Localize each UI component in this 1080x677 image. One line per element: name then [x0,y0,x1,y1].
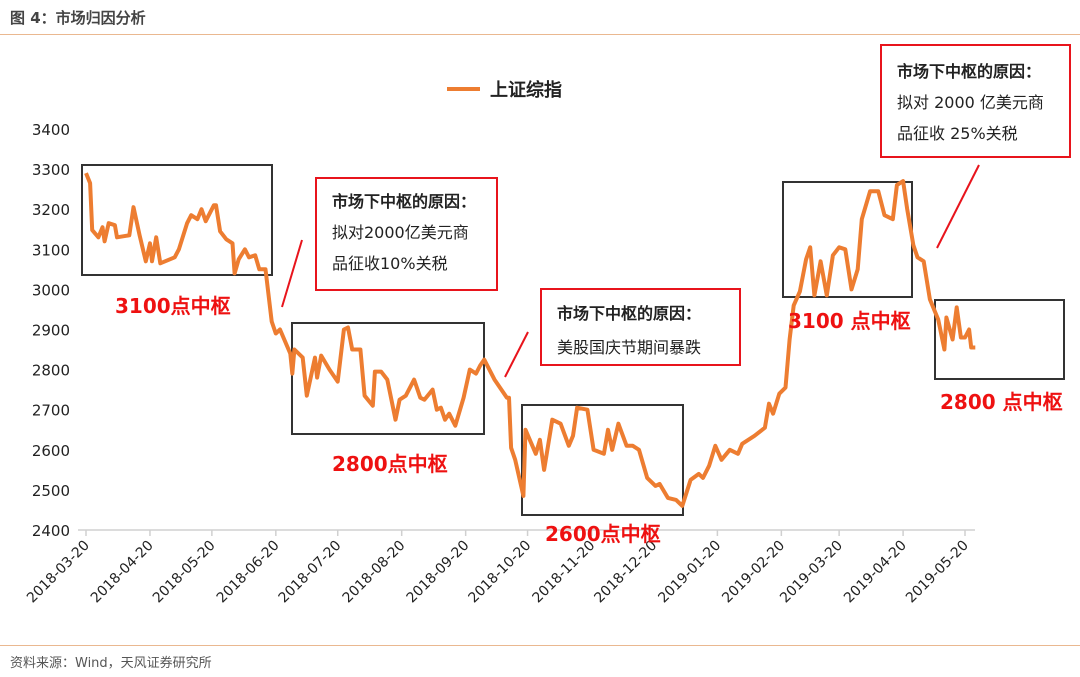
zone-label: 2600点中枢 [545,522,661,546]
reason-line: 美股国庆节期间暴跌 [557,338,702,357]
x-tick-label: 2018-05-20 [150,538,219,607]
reason-heading: 市场下中枢的原因： [332,192,477,211]
y-tick-label: 2700 [32,402,70,420]
legend-label: 上证综指 [490,79,562,101]
reason-box-3 [880,44,1071,158]
reason-box-2 [540,288,741,366]
x-tick-label: 2018-07-20 [276,538,345,607]
x-tick-label: 2018-09-20 [404,538,473,607]
x-tick-label: 2018-08-20 [340,538,409,607]
y-tick-label: 2900 [32,322,70,340]
reason-heading: 市场下中枢的原因： [897,62,1042,81]
reason-text-3: 市场下中枢的原因： 拟对 2000 亿美元商 品征收 25%关税 [897,56,1044,149]
y-tick-label: 2400 [32,522,70,540]
pointer-line-2 [504,331,529,378]
zone-box-3100-first [81,164,273,276]
x-tick-label: 2018-10-20 [466,538,535,607]
reason-box-1 [315,177,498,291]
legend: 上证综指 [447,79,562,101]
x-tick-label: 2018-11-20 [530,538,599,607]
zone-box-2800-first [291,322,485,435]
source-note: 资料来源：Wind，天风证券研究所 [10,656,212,671]
x-tick-label: 2018-12-20 [591,538,660,607]
zone-box-2800-second [934,299,1065,380]
figure-title: 图 4：市场归因分析 [10,9,146,27]
zone-label: 2800 点中枢 [940,390,1063,414]
y-tick-label: 3300 [32,161,70,179]
x-tick-label: 2019-01-20 [655,538,724,607]
x-tick-label: 2018-06-20 [214,538,283,607]
reason-text-2: 市场下中枢的原因： 美股国庆节期间暴跌 [557,297,701,365]
x-tick-label: 2018-04-20 [88,538,157,607]
y-tick-label: 2500 [32,482,70,500]
reason-line: 拟对 2000 亿美元商 [897,93,1044,112]
y-tick-label: 3200 [32,201,70,219]
x-tick-label: 2019-03-20 [777,538,846,607]
y-tick-label: 3000 [32,281,70,299]
x-tick-label: 2019-04-20 [841,538,910,607]
y-tick-label: 2600 [32,442,70,460]
reason-heading: 市场下中枢的原因： [557,304,702,323]
top-divider [0,34,1080,35]
reason-line: 品征收 25%关税 [897,124,1018,143]
y-tick-label: 3100 [32,241,70,259]
y-tick-label: 3400 [32,121,70,139]
x-tick-label: 2019-05-20 [903,538,972,607]
reason-text-1: 市场下中枢的原因： 拟对2000亿美元商 品征收10%关税 [332,186,476,279]
bottom-divider [0,645,1080,646]
series-line-shanghai-composite [84,172,976,508]
zone-box-2600 [521,404,684,516]
zone-label: 3100 点中枢 [788,309,911,333]
pointer-line-1 [281,239,303,308]
pointer-line-3 [936,164,980,249]
reason-line: 拟对2000亿美元商 [332,223,469,242]
zone-label: 3100点中枢 [115,294,231,318]
reason-line: 品征收10%关税 [332,254,448,273]
y-tick-label: 2800 [32,362,70,380]
zone-label: 2800点中枢 [332,452,448,476]
x-tick-label: 2018-03-20 [24,538,93,607]
